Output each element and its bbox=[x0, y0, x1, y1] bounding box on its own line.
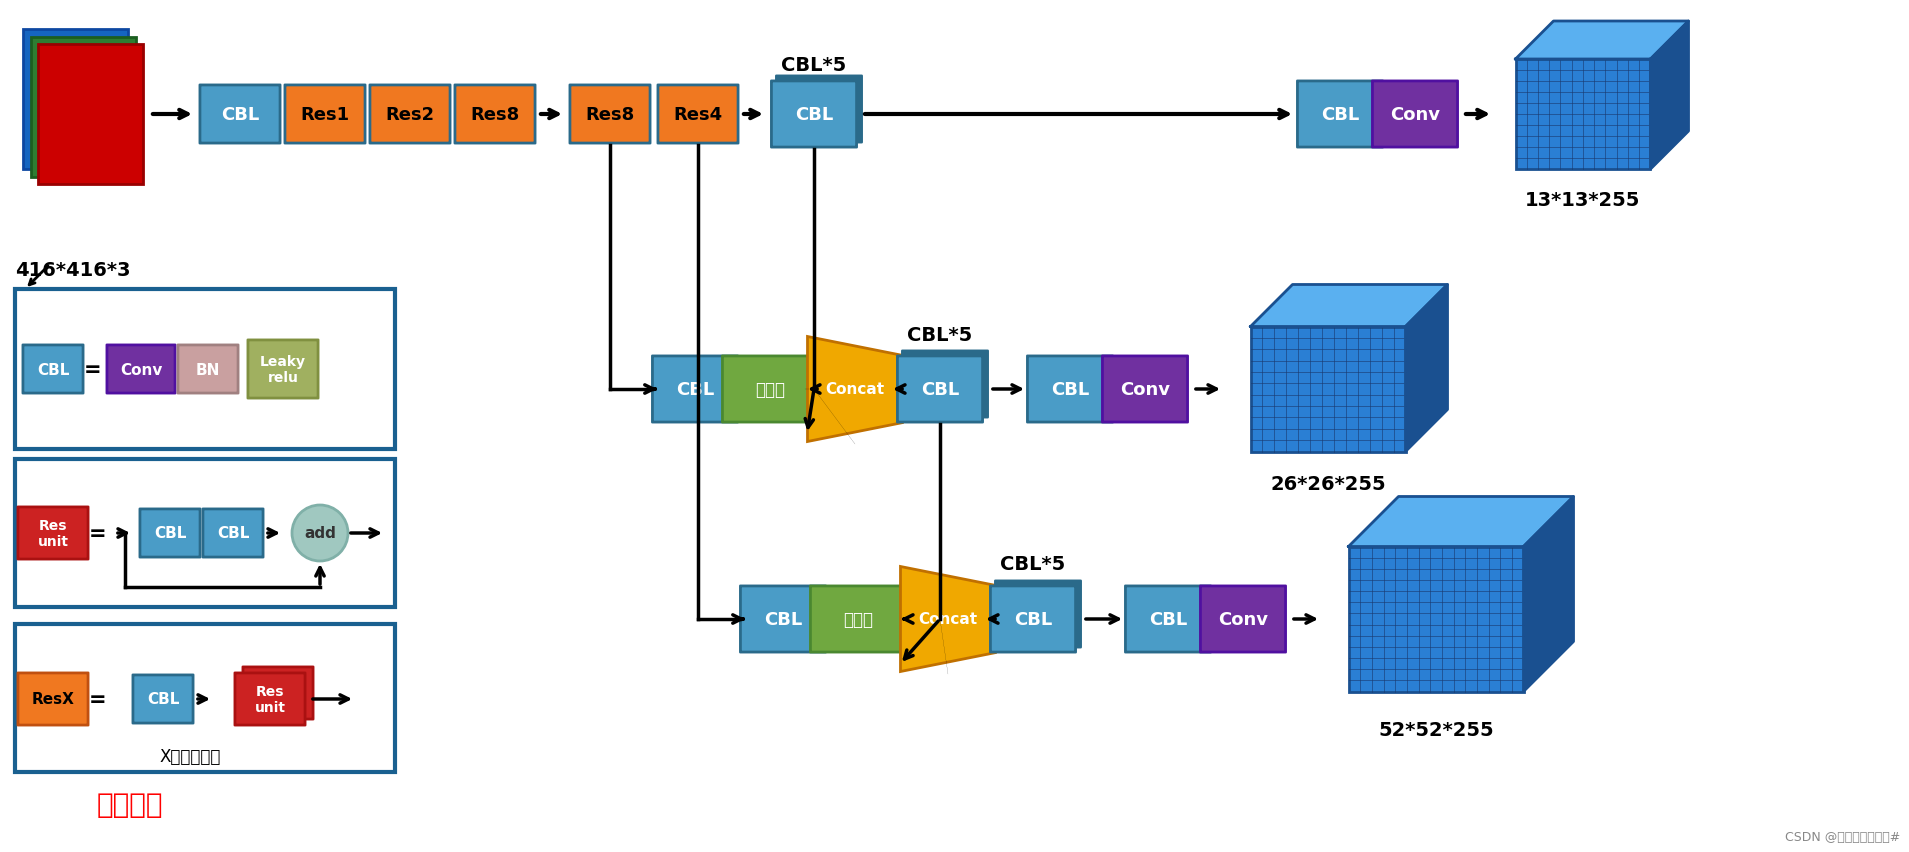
FancyBboxPatch shape bbox=[23, 30, 128, 170]
Text: Res
unit: Res unit bbox=[254, 684, 286, 714]
Text: CSDN @爱学习的王同学#: CSDN @爱学习的王同学# bbox=[1785, 831, 1899, 843]
Text: 基本组件: 基本组件 bbox=[97, 790, 164, 818]
FancyBboxPatch shape bbox=[571, 86, 651, 144]
Text: 52*52*255: 52*52*255 bbox=[1378, 720, 1495, 739]
Text: CBL: CBL bbox=[764, 610, 802, 628]
FancyBboxPatch shape bbox=[31, 38, 136, 178]
FancyBboxPatch shape bbox=[15, 625, 395, 772]
FancyBboxPatch shape bbox=[15, 459, 395, 607]
FancyBboxPatch shape bbox=[903, 352, 987, 417]
FancyBboxPatch shape bbox=[200, 86, 281, 144]
Text: Conv: Conv bbox=[1218, 610, 1268, 628]
FancyBboxPatch shape bbox=[653, 356, 737, 423]
FancyBboxPatch shape bbox=[107, 346, 176, 394]
FancyBboxPatch shape bbox=[1201, 586, 1285, 653]
Text: Conv: Conv bbox=[1390, 106, 1439, 124]
FancyBboxPatch shape bbox=[178, 346, 239, 394]
Text: Concat: Concat bbox=[825, 382, 884, 397]
FancyBboxPatch shape bbox=[202, 509, 263, 557]
Text: CBL: CBL bbox=[676, 381, 714, 399]
FancyBboxPatch shape bbox=[1101, 356, 1187, 423]
Text: ResX: ResX bbox=[32, 692, 74, 706]
FancyBboxPatch shape bbox=[1027, 356, 1113, 423]
Text: CBL: CBL bbox=[794, 106, 832, 124]
Text: Res1: Res1 bbox=[300, 106, 349, 124]
Text: 上采样: 上采样 bbox=[844, 610, 872, 628]
FancyBboxPatch shape bbox=[454, 86, 535, 144]
Text: Leaky
relu: Leaky relu bbox=[260, 354, 305, 384]
FancyBboxPatch shape bbox=[15, 290, 395, 450]
FancyBboxPatch shape bbox=[370, 86, 451, 144]
Text: Res
unit: Res unit bbox=[38, 518, 69, 549]
FancyBboxPatch shape bbox=[17, 507, 88, 560]
Text: =: = bbox=[90, 689, 107, 709]
Text: X个残差组件: X个残差组件 bbox=[158, 747, 221, 765]
Text: Conv: Conv bbox=[1121, 381, 1170, 399]
FancyBboxPatch shape bbox=[741, 586, 825, 653]
FancyBboxPatch shape bbox=[38, 45, 143, 185]
FancyBboxPatch shape bbox=[659, 86, 739, 144]
Text: =: = bbox=[90, 523, 107, 544]
Text: 上采样: 上采样 bbox=[754, 381, 785, 399]
Text: CBL*5: CBL*5 bbox=[1000, 555, 1065, 574]
Text: CBL: CBL bbox=[147, 692, 179, 706]
Polygon shape bbox=[1348, 497, 1573, 547]
FancyBboxPatch shape bbox=[139, 509, 200, 557]
Polygon shape bbox=[1523, 497, 1573, 692]
FancyBboxPatch shape bbox=[1348, 547, 1523, 692]
Polygon shape bbox=[1651, 22, 1688, 170]
FancyBboxPatch shape bbox=[897, 356, 983, 423]
Circle shape bbox=[292, 505, 347, 561]
Text: Res
unit: Res unit bbox=[263, 678, 294, 708]
FancyBboxPatch shape bbox=[284, 86, 365, 144]
FancyBboxPatch shape bbox=[771, 82, 857, 148]
FancyBboxPatch shape bbox=[991, 586, 1075, 653]
Text: 416*416*3: 416*416*3 bbox=[15, 260, 130, 279]
Text: Res8: Res8 bbox=[470, 106, 519, 124]
Polygon shape bbox=[1250, 285, 1447, 327]
Polygon shape bbox=[1516, 22, 1688, 60]
FancyBboxPatch shape bbox=[995, 581, 1080, 648]
FancyBboxPatch shape bbox=[1373, 82, 1458, 148]
Text: Res8: Res8 bbox=[586, 106, 634, 124]
Text: CBL: CBL bbox=[155, 526, 187, 541]
Text: BN: BN bbox=[197, 362, 220, 377]
Text: Res4: Res4 bbox=[674, 106, 724, 124]
FancyBboxPatch shape bbox=[134, 675, 193, 723]
Text: CBL: CBL bbox=[1014, 610, 1052, 628]
Text: =: = bbox=[84, 360, 101, 379]
Text: CBL: CBL bbox=[1321, 106, 1359, 124]
Text: 26*26*255: 26*26*255 bbox=[1269, 475, 1386, 494]
Text: CBL*5: CBL*5 bbox=[781, 55, 846, 74]
Text: Res2: Res2 bbox=[386, 106, 435, 124]
Polygon shape bbox=[901, 567, 995, 671]
Text: CBL: CBL bbox=[1149, 610, 1187, 628]
FancyBboxPatch shape bbox=[1126, 586, 1210, 653]
FancyBboxPatch shape bbox=[17, 673, 88, 725]
FancyBboxPatch shape bbox=[235, 673, 305, 725]
FancyBboxPatch shape bbox=[23, 346, 84, 394]
Text: 13*13*255: 13*13*255 bbox=[1525, 190, 1640, 210]
FancyBboxPatch shape bbox=[722, 356, 817, 423]
Text: CBL: CBL bbox=[920, 381, 958, 399]
Text: add: add bbox=[304, 526, 336, 541]
Text: CBL*5: CBL*5 bbox=[907, 325, 972, 344]
Text: CBL: CBL bbox=[218, 526, 250, 541]
Text: CBL: CBL bbox=[221, 106, 260, 124]
FancyBboxPatch shape bbox=[777, 77, 861, 143]
Text: CBL: CBL bbox=[1050, 381, 1090, 399]
Polygon shape bbox=[808, 337, 903, 442]
Text: Conv: Conv bbox=[120, 362, 162, 377]
FancyBboxPatch shape bbox=[811, 586, 905, 653]
Text: CBL: CBL bbox=[36, 362, 69, 377]
FancyBboxPatch shape bbox=[1298, 82, 1382, 148]
FancyBboxPatch shape bbox=[1250, 327, 1405, 452]
Polygon shape bbox=[1405, 285, 1447, 452]
Text: Concat: Concat bbox=[918, 612, 977, 627]
FancyBboxPatch shape bbox=[1516, 60, 1651, 170]
FancyBboxPatch shape bbox=[242, 667, 313, 719]
FancyBboxPatch shape bbox=[248, 341, 319, 399]
